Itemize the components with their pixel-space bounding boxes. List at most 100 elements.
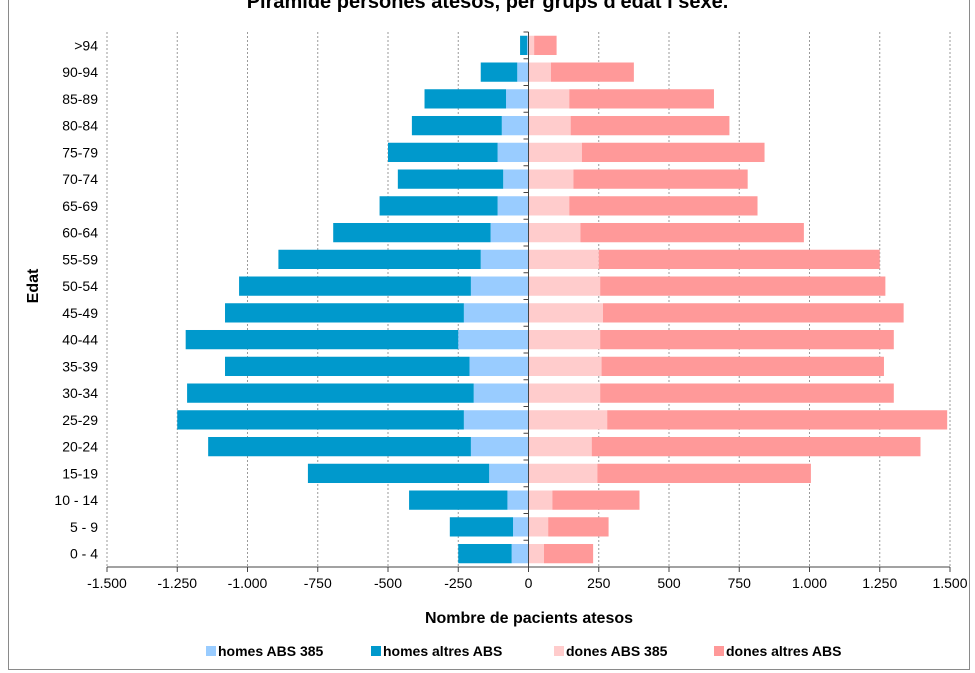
y-tick-label: 55-59 (62, 251, 98, 267)
bar-homes-altres-abs (411, 115, 502, 136)
bar-homes-altres-abs (208, 436, 471, 457)
bar-homes-altres-abs (397, 169, 504, 189)
y-tick-label: 70-74 (62, 171, 98, 187)
chart-title: Piràmide persones atesos, per grups d'ed… (246, 0, 729, 13)
bar-dones-altres-abs (598, 249, 880, 270)
bar-dones-altres-abs (573, 169, 748, 189)
bar-dones-altres-abs (569, 89, 714, 109)
bar-homes-abs-385 (470, 436, 529, 457)
bar-homes-altres-abs (480, 62, 518, 82)
bar-dones-altres-abs (543, 543, 594, 564)
y-tick-label: 40-44 (62, 332, 98, 348)
legend-label: dones ABS 385 (566, 643, 668, 659)
bar-dones-abs-385 (528, 490, 553, 510)
y-tick-label: 5 - 9 (70, 519, 98, 535)
x-tick-label: 0 (525, 575, 533, 591)
bar-dones-abs-385 (528, 303, 603, 323)
x-tick-label: 1.000 (792, 575, 827, 591)
x-tick-label: 1.500 (932, 575, 967, 591)
chart-frame (8, 0, 970, 670)
bar-dones-abs-385 (528, 169, 574, 189)
bar-homes-altres-abs (424, 89, 507, 109)
bar-homes-altres-abs (225, 356, 470, 377)
axes (106, 31, 951, 572)
x-tick-label: -1.000 (228, 575, 268, 591)
y-tick-label: 30-34 (62, 385, 98, 401)
bar-homes-abs-385 (489, 463, 529, 484)
bar-dones-abs-385 (528, 249, 599, 270)
y-tick-label: 20-24 (62, 439, 98, 455)
bar-dones-altres-abs (591, 436, 921, 457)
bar-homes-abs-385 (511, 543, 529, 564)
y-tick-label: >94 (74, 37, 98, 53)
y-tick-label: 25-29 (62, 412, 98, 428)
legend-swatch (554, 646, 564, 656)
bar-homes-abs-385 (501, 115, 529, 136)
bar-dones-altres-abs (552, 490, 640, 510)
bar-homes-altres-abs (307, 463, 490, 484)
bar-dones-altres-abs (597, 463, 811, 484)
bar-homes-altres-abs (409, 490, 508, 510)
legend-label: homes ABS 385 (218, 643, 324, 659)
x-tick-label: -750 (304, 575, 332, 591)
y-axis-title: Edat (25, 268, 42, 303)
bar-dones-abs-385 (528, 115, 571, 136)
x-tick-label: -250 (444, 575, 472, 591)
bar-homes-altres-abs (449, 517, 514, 537)
bar-dones-altres-abs (580, 222, 804, 243)
y-tick-label: 45-49 (62, 305, 98, 321)
bar-homes-abs-385 (513, 517, 529, 537)
bar-homes-abs-385 (497, 196, 529, 216)
bar-dones-abs-385 (528, 89, 570, 109)
x-tick-label: 1.250 (862, 575, 897, 591)
bar-homes-altres-abs (185, 329, 459, 350)
x-axis-title: Nombre de pacients atesos (425, 610, 633, 627)
bar-homes-abs-385 (503, 169, 529, 189)
bar-homes-altres-abs (225, 303, 464, 323)
bar-dones-abs-385 (528, 35, 535, 56)
legend-swatch (371, 646, 381, 656)
legend: homes ABS 385 homes altres ABS dones ABS 3… (206, 643, 841, 659)
x-tick-label: -1.500 (87, 575, 127, 591)
y-tick-labels: >94 90-94 85-89 80-84 75-79 70-74 65-69 60-64 55… (54, 37, 98, 561)
bar-dones-abs-385 (528, 436, 592, 457)
bar-dones-abs-385 (528, 62, 551, 82)
bar-homes-abs-385 (469, 356, 529, 377)
bar-dones-abs-385 (528, 543, 544, 564)
bar-homes-abs-385 (473, 383, 529, 403)
x-tick-labels: -1.500 -1.250 -1.000 -750 -500 -250 0 250 500 750… (87, 575, 968, 591)
x-tick-label: -500 (374, 575, 402, 591)
bar-dones-altres-abs (600, 383, 894, 403)
bar-dones-altres-abs (600, 329, 894, 350)
bar-dones-abs-385 (528, 383, 601, 403)
bar-homes-abs-385 (463, 410, 529, 430)
y-tick-label: 85-89 (62, 91, 98, 107)
bar-homes-abs-385 (497, 142, 529, 163)
bar-homes-abs-385 (507, 490, 529, 510)
bar-homes-abs-385 (480, 249, 529, 270)
bar-dones-abs-385 (528, 517, 549, 537)
legend-label: homes altres ABS (383, 643, 502, 659)
bar-homes-altres-abs (388, 142, 498, 163)
bar-dones-abs-385 (528, 410, 608, 430)
bar-dones-altres-abs (570, 115, 730, 136)
bar-dones-altres-abs (534, 35, 557, 56)
bar-dones-abs-385 (528, 222, 581, 243)
bar-dones-abs-385 (528, 356, 602, 377)
bar-dones-abs-385 (528, 196, 570, 216)
bar-dones-altres-abs (607, 410, 948, 430)
bar-homes-altres-abs (239, 276, 471, 296)
y-tick-label: 75-79 (62, 144, 98, 160)
bar-dones-altres-abs (600, 276, 886, 296)
y-tick-label: 50-54 (62, 278, 98, 294)
bar-dones-altres-abs (602, 303, 904, 323)
y-tick-label: 90-94 (62, 64, 98, 80)
bar-dones-abs-385 (528, 276, 601, 296)
bar-homes-altres-abs (458, 543, 512, 564)
legend-label: dones altres ABS (726, 643, 841, 659)
x-tick-label: 250 (587, 575, 611, 591)
bar-homes-altres-abs (278, 249, 481, 270)
bar-dones-altres-abs (601, 356, 884, 377)
bar-homes-abs-385 (527, 35, 529, 56)
bar-homes-abs-385 (517, 62, 529, 82)
